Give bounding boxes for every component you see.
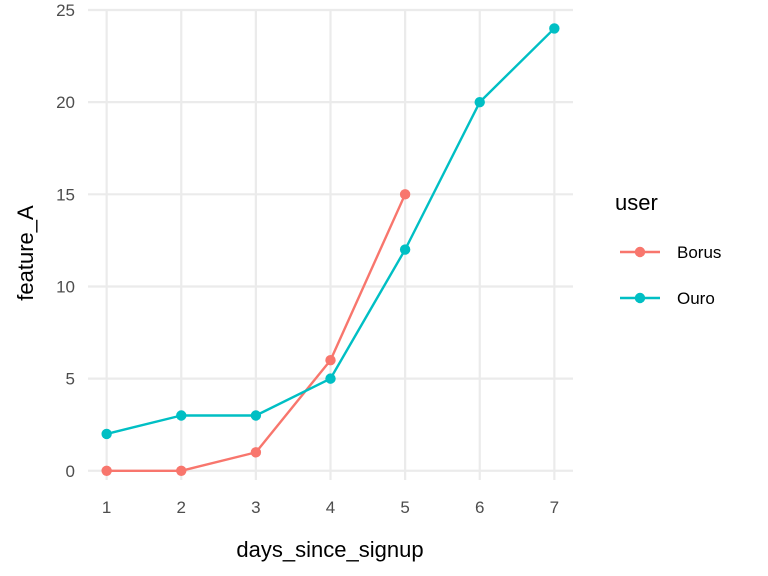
x-tick-label: 3 bbox=[251, 498, 260, 517]
data-point bbox=[325, 354, 336, 366]
series-borus bbox=[101, 189, 411, 476]
x-tick-label: 7 bbox=[550, 498, 559, 517]
y-tick-label: 5 bbox=[66, 370, 75, 389]
y-axis-title: feature_A bbox=[13, 205, 38, 301]
legend-items: Borus Ouro bbox=[620, 243, 721, 308]
data-point bbox=[325, 373, 336, 384]
data-point bbox=[176, 465, 187, 476]
series-layer bbox=[101, 23, 560, 476]
legend-key-point bbox=[634, 246, 646, 258]
x-axis-title: days_since_signup bbox=[236, 537, 423, 562]
x-axis-ticks: 1 2 3 4 5 6 7 bbox=[102, 498, 559, 517]
y-tick-label: 25 bbox=[56, 1, 75, 20]
data-point bbox=[549, 23, 560, 34]
legend-item-ouro: Ouro bbox=[620, 289, 715, 308]
legend-item-borus: Borus bbox=[620, 243, 721, 262]
data-point bbox=[101, 465, 112, 476]
legend-label: Borus bbox=[677, 243, 721, 262]
data-point bbox=[250, 410, 262, 421]
y-tick-label: 15 bbox=[56, 185, 75, 204]
series-ouro bbox=[101, 23, 560, 440]
data-point bbox=[399, 189, 411, 200]
y-tick-label: 20 bbox=[56, 93, 75, 112]
x-tick-label: 5 bbox=[400, 498, 409, 517]
x-tick-label: 1 bbox=[102, 498, 111, 517]
y-tick-label: 0 bbox=[66, 462, 75, 481]
legend-title: user bbox=[615, 190, 658, 215]
data-point bbox=[250, 447, 262, 458]
y-axis-ticks: 0 5 10 15 20 25 bbox=[56, 1, 75, 481]
data-point bbox=[176, 410, 187, 421]
x-tick-label: 6 bbox=[475, 498, 484, 517]
legend-key-point bbox=[634, 292, 646, 304]
data-point bbox=[101, 428, 112, 440]
data-point bbox=[399, 244, 411, 255]
y-tick-label: 10 bbox=[56, 277, 75, 296]
legend-label: Ouro bbox=[677, 289, 715, 308]
x-tick-label: 4 bbox=[326, 498, 335, 517]
data-point bbox=[474, 96, 485, 108]
legend: user Borus Ouro bbox=[615, 190, 721, 308]
x-tick-label: 2 bbox=[177, 498, 186, 517]
